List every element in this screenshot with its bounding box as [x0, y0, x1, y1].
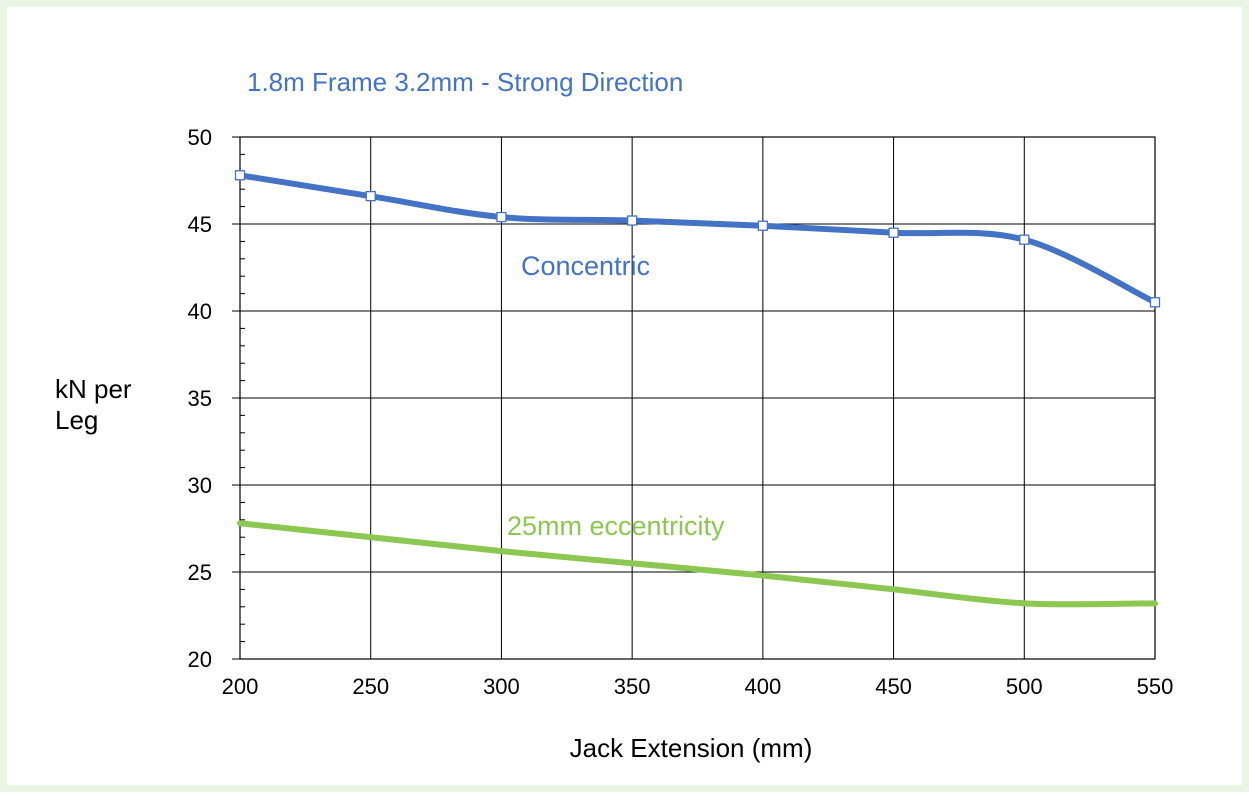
x-tick-label: 300	[483, 674, 520, 699]
grid	[239, 136, 1156, 660]
line-chart: 1.8m Frame 3.2mm - Strong Direction 200 2…	[55, 67, 1174, 763]
series-line-concentric	[237, 172, 1158, 306]
data-point-marker	[1149, 297, 1161, 308]
data-point-marker	[496, 211, 507, 223]
x-tick-label: 450	[875, 674, 912, 699]
labels: 200 250 300 350 400 450 500 550 20 25 30 35 40 45 50 Co…	[188, 125, 1174, 699]
series-label-eccentricity: 25mm eccentricity	[507, 511, 725, 541]
y-tick-label: 45	[188, 212, 212, 237]
series-lines	[234, 170, 1161, 608]
y-axis-title-line-2: Leg	[55, 405, 98, 435]
data-point-marker	[234, 170, 246, 181]
y-axis-title-line-1: kN per	[55, 374, 132, 404]
data-point-marker	[1019, 234, 1030, 245]
data-point-marker	[365, 191, 376, 202]
series-label-concentric: Concentric	[521, 251, 650, 281]
x-tick-label: 200	[222, 674, 259, 699]
x-tick-label: 500	[1006, 674, 1043, 699]
x-tick-label: 400	[744, 674, 781, 699]
y-tick-label: 20	[188, 647, 212, 672]
data-point-marker	[757, 220, 769, 231]
y-tick-label: 25	[188, 560, 212, 585]
x-tick-label: 350	[614, 674, 651, 699]
x-tick-label: 250	[352, 674, 389, 699]
data-point-marker	[626, 215, 638, 226]
y-axis-title: kN per Leg	[55, 374, 139, 435]
plot-area-border	[239, 136, 1156, 660]
y-tick-label: 35	[188, 386, 212, 411]
x-tick-label: 550	[1137, 674, 1174, 699]
y-tick-label: 50	[188, 125, 212, 150]
y-tick-label: 40	[188, 299, 212, 324]
x-axis-title: Jack Extension (mm)	[570, 733, 813, 763]
chart-title: 1.8m Frame 3.2mm - Strong Direction	[247, 67, 683, 97]
y-tick-label: 30	[188, 473, 212, 498]
data-point-marker	[888, 227, 899, 238]
series-line-eccentricity	[237, 520, 1158, 608]
